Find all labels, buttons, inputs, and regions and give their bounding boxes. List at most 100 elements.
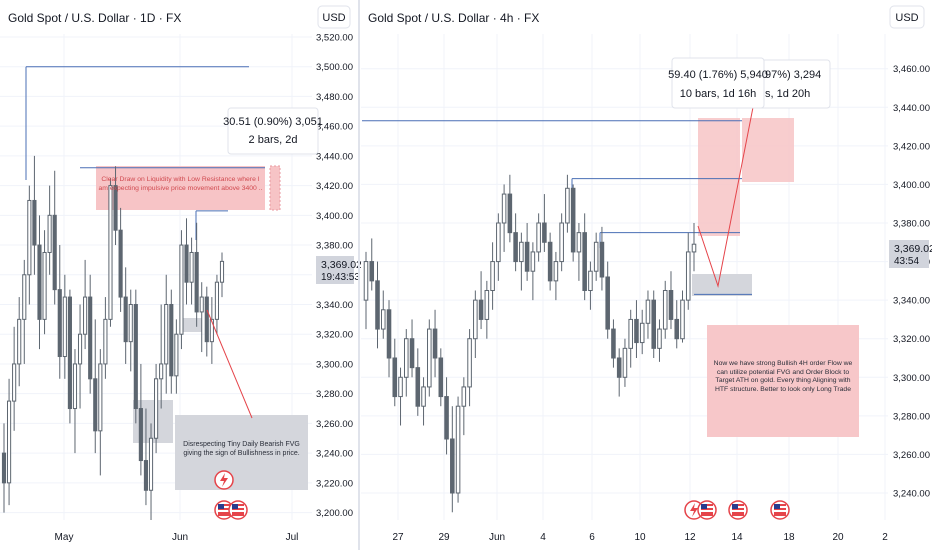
r-candle-body	[415, 367, 421, 407]
l-y-tick-label: 3,340.00	[316, 300, 353, 311]
l-candle-body	[83, 296, 88, 335]
r-y-tick-label: 3,420.00	[893, 141, 930, 152]
right-pink-note: Now we have strong Bullish 4H order Flow…	[713, 360, 853, 393]
r-candle-body	[519, 241, 524, 263]
r-candle-body	[622, 347, 628, 378]
r-x-tick-label: 4	[540, 532, 546, 543]
r-candle-body	[662, 290, 668, 330]
left-price-value: 3,369.02	[321, 259, 362, 271]
r-candle-body	[674, 318, 680, 340]
right-measure-top: 59.40 (1.76%) 5,940	[668, 69, 768, 81]
l-candle-body	[62, 296, 67, 358]
left-us-flag-icon-2[interactable]	[228, 500, 248, 520]
right-us-flag-icon-1[interactable]	[697, 500, 717, 520]
right-us-flag-icon-3[interactable]	[770, 500, 790, 520]
right-measure-back-top: 97%) 3,294	[765, 69, 821, 81]
r-candle-body	[616, 357, 622, 378]
l-candle-body	[93, 378, 98, 432]
l-candle-body	[159, 363, 164, 380]
right-candles	[363, 174, 697, 513]
r-candle-body	[685, 251, 691, 301]
r-candle-body	[363, 261, 369, 301]
l-candle-body	[52, 214, 57, 291]
l-candle-body	[77, 333, 83, 365]
left-measure-popup	[227, 107, 319, 155]
left-price-label	[316, 256, 354, 284]
l-candle-body	[6, 400, 12, 484]
r-x-tick-label: 18	[783, 532, 795, 543]
left-currency-label: USD	[322, 12, 345, 24]
l-y-tick-label: 3,480.00	[316, 92, 353, 103]
r-candle-body	[570, 187, 576, 253]
right-pink-note-text: Now we have strong Bullish 4H order Flow…	[713, 360, 853, 393]
right-us-flag-icon-2[interactable]	[728, 500, 748, 520]
right-measure-bottom: 10 bars, 1d 16h	[680, 88, 756, 100]
r-x-tick-label: Jun	[489, 532, 505, 543]
r-candle-body	[369, 261, 375, 282]
left-currency-button[interactable]	[317, 5, 351, 29]
right-measure-popup	[671, 57, 765, 109]
l-x-tick-label: Jul	[286, 532, 299, 543]
l-y-tick-label: 3,380.00	[316, 241, 353, 252]
l-candle-body	[143, 460, 149, 491]
r-candle-body	[432, 328, 438, 359]
l-candle-body	[209, 318, 214, 343]
left-lightning-icon[interactable]	[214, 470, 234, 490]
r-candle-body	[386, 309, 392, 359]
l-candle-body	[108, 185, 113, 320]
r-candle-body	[639, 322, 645, 344]
l-y-tick-label: 3,220.00	[316, 478, 353, 489]
r-candle-body	[513, 232, 518, 263]
l-candle-body	[17, 318, 22, 365]
l-y-tick-label: 3,440.00	[316, 151, 353, 162]
r-candle-body	[530, 251, 536, 272]
l-y-tick-label: 3,500.00	[316, 62, 353, 73]
r-candle-body	[611, 328, 616, 359]
l-candle-body	[12, 363, 17, 402]
r-x-tick-label: 29	[438, 532, 450, 543]
l-candle-body	[133, 303, 138, 410]
l-y-tick-label: 3,240.00	[316, 449, 353, 460]
l-candle-body	[154, 378, 159, 439]
r-candle-body	[588, 270, 593, 292]
r-y-tick-label: 3,440.00	[893, 103, 930, 114]
right-currency-label: USD	[895, 12, 918, 24]
r-candle-body	[496, 222, 501, 263]
l-y-tick-label: 3,420.00	[316, 181, 353, 192]
r-y-tick-label: 3,380.00	[893, 219, 930, 230]
right-levels	[362, 120, 752, 295]
left-measure-bottom: 2 bars, 2d	[249, 134, 298, 146]
right-chart-panel[interactable]: 3,460.00 3,440.00 3,420.00 3,400.00 3,380.00…	[361, 0, 932, 550]
l-candle-body	[204, 296, 209, 343]
r-y-tick-label: 3,240.00	[893, 489, 930, 500]
l-candle-body	[47, 214, 52, 253]
right-price-label	[889, 240, 929, 268]
r-candle-body	[501, 193, 507, 224]
left-x-axis: May Jun Jul	[55, 532, 299, 543]
l-y-tick-label: 3,260.00	[316, 419, 353, 430]
l-candle-body	[32, 199, 37, 246]
r-candle-body	[553, 261, 559, 282]
r-candle-body	[375, 280, 380, 330]
r-candle-body	[490, 261, 495, 292]
r-candle-body	[593, 241, 599, 272]
r-x-tick-label: 14	[731, 532, 743, 543]
l-candle-body	[113, 185, 118, 231]
r-candle-body	[576, 232, 582, 253]
right-price-value: 3,369.02	[894, 243, 932, 255]
left-us-flag-icon-1[interactable]	[214, 500, 234, 520]
l-x-tick-label: Jun	[172, 532, 188, 543]
l-candle-body	[67, 296, 72, 410]
r-candle-body	[467, 338, 472, 388]
l-candle-body	[103, 318, 108, 365]
l-y-tick-label: 3,320.00	[316, 330, 353, 341]
left-chart-panel[interactable]: 3,520.00 3,500.00 3,480.00 3,460.00 3,440.00…	[0, 0, 362, 550]
right-currency-button[interactable]	[889, 5, 925, 29]
left-note-box	[175, 415, 308, 490]
l-y-tick-label: 3,460.00	[316, 122, 353, 133]
left-levels	[25, 66, 265, 240]
right-measure-back-bottom: s, 1d 20h	[765, 88, 810, 100]
r-candle-body	[450, 438, 455, 494]
r-candle-body	[478, 299, 484, 320]
